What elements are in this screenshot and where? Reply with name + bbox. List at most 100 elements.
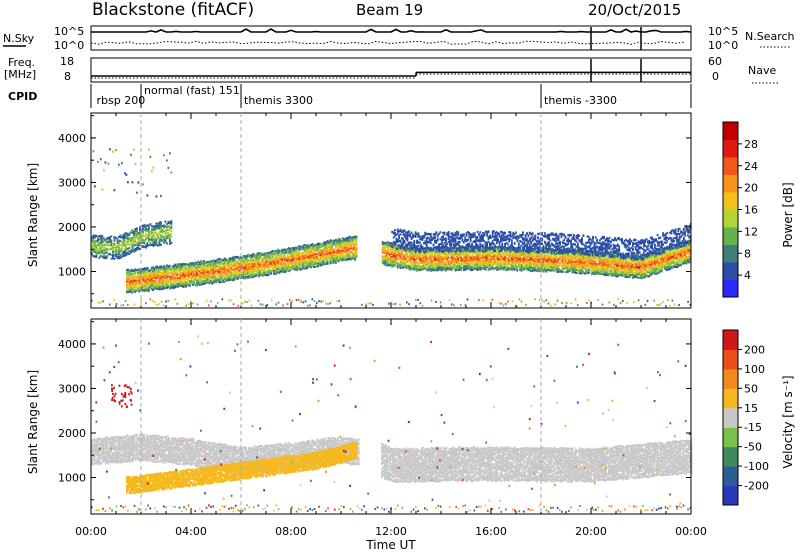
power-cell	[288, 260, 291, 263]
power-cell	[274, 266, 277, 269]
power-cell	[132, 269, 135, 272]
power-cell	[126, 283, 128, 287]
power-cell	[248, 263, 251, 266]
power-cell	[190, 263, 193, 267]
power-cell	[174, 278, 176, 281]
power-cell	[181, 282, 183, 285]
power-cell	[149, 269, 152, 272]
power-cell	[274, 249, 277, 253]
power-cell	[164, 266, 167, 269]
power-cell	[170, 276, 172, 279]
power-cell	[141, 268, 143, 271]
power-cell	[394, 234, 396, 237]
power-cell	[148, 277, 150, 280]
power-cell	[236, 275, 238, 279]
power-cell	[303, 257, 306, 260]
power-cell	[325, 250, 328, 254]
power-cell	[244, 264, 247, 267]
power-cell	[343, 238, 346, 241]
power-cell	[343, 243, 346, 246]
power-cell	[435, 232, 438, 235]
power-cell	[352, 245, 355, 248]
power-cell	[204, 270, 207, 273]
power-cell	[198, 272, 201, 275]
power-cell	[310, 261, 313, 264]
power-cell	[241, 256, 244, 260]
power-cell	[156, 275, 159, 278]
power-cell	[310, 252, 313, 255]
power-cell	[160, 265, 163, 268]
power-cell	[346, 250, 348, 253]
power-cell	[214, 268, 216, 271]
power-cell	[333, 239, 336, 243]
power-cell	[282, 262, 285, 265]
power-cell	[209, 281, 212, 284]
power-cell	[185, 283, 187, 286]
power-cell	[341, 248, 344, 251]
power-cell	[267, 266, 270, 270]
power-cell	[207, 260, 209, 264]
power-cell	[258, 273, 260, 277]
power-cell	[394, 249, 396, 253]
power-cell	[230, 257, 233, 260]
power-cell	[284, 254, 286, 257]
power-cell	[225, 269, 227, 272]
power-cell	[244, 261, 247, 265]
power-cell	[183, 280, 186, 284]
power-cell	[256, 257, 259, 260]
power-cell	[212, 264, 215, 267]
power-cell	[216, 259, 219, 263]
power-cell	[244, 256, 247, 259]
power-cell	[387, 263, 390, 267]
power-cell	[255, 263, 258, 266]
power-cell	[388, 257, 391, 260]
freq-tick-high: 18	[60, 55, 74, 68]
power-cell	[462, 233, 465, 237]
power-cell	[274, 263, 277, 266]
power-cell	[182, 280, 185, 283]
power-cell	[563, 246, 566, 249]
power-cell	[245, 275, 248, 279]
power-cell	[286, 251, 289, 254]
power-cell	[160, 275, 163, 278]
power-cell	[346, 246, 348, 249]
power-cell	[341, 250, 344, 254]
power-cell	[185, 263, 187, 266]
power-cell	[175, 271, 178, 274]
power-cell	[381, 257, 384, 260]
power-cell	[314, 256, 317, 260]
power-cell	[403, 229, 406, 232]
power-cell	[335, 246, 337, 249]
power-cell	[326, 259, 329, 263]
power-cell	[516, 239, 519, 242]
power-cell	[164, 269, 167, 272]
power-cell	[145, 287, 148, 291]
power-cell	[170, 284, 172, 287]
power-cell	[187, 273, 190, 276]
power-cell	[154, 274, 157, 278]
power-cell	[275, 260, 278, 263]
power-cell	[218, 280, 220, 283]
power-cell	[346, 249, 348, 252]
power-cell	[541, 238, 544, 241]
power-cell	[354, 246, 357, 249]
power-cell	[207, 264, 209, 267]
power-cell	[172, 266, 175, 269]
power-cell	[223, 261, 226, 265]
power-cell	[152, 284, 154, 287]
power-cell	[176, 267, 179, 270]
power-cell	[307, 263, 310, 266]
power-cell	[509, 233, 512, 236]
power-cell	[238, 266, 241, 269]
power-cell	[168, 271, 171, 274]
power-cell	[284, 265, 286, 268]
power-cell	[328, 254, 330, 257]
power-cell	[185, 285, 187, 288]
power-cell	[219, 275, 222, 278]
power-cell	[392, 244, 395, 247]
power-cell	[391, 263, 394, 266]
power-cell	[322, 253, 325, 256]
power-cell	[303, 250, 306, 253]
power-cell	[233, 267, 236, 271]
power-cell	[282, 257, 285, 260]
